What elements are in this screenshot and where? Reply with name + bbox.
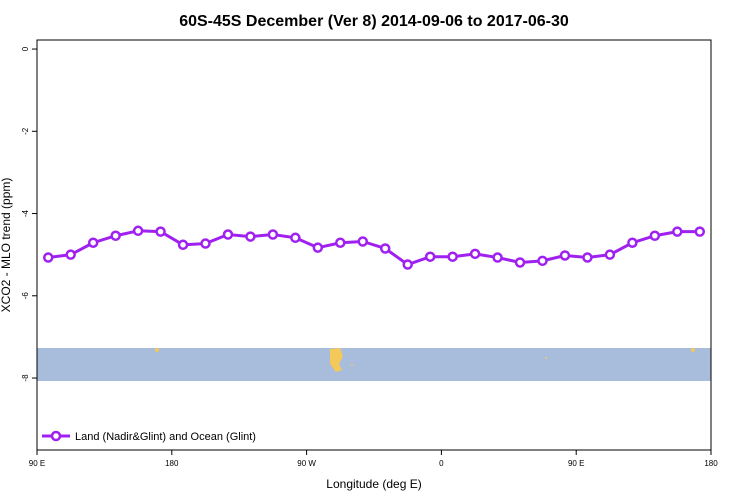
y-tick-label: -4 bbox=[21, 209, 30, 217]
data-point bbox=[132, 225, 144, 237]
data-point bbox=[424, 251, 436, 262]
land bbox=[330, 348, 343, 372]
x-tick-label: 180 bbox=[704, 459, 718, 468]
data-point bbox=[222, 229, 234, 240]
land bbox=[155, 348, 159, 352]
y-tick-label: -6 bbox=[21, 292, 30, 300]
ocean-band bbox=[37, 348, 711, 381]
data-point bbox=[65, 249, 76, 260]
x-tick-label: 90 E bbox=[29, 459, 45, 468]
data-point bbox=[177, 239, 189, 251]
land bbox=[351, 364, 353, 366]
legend-marker bbox=[50, 430, 62, 442]
data-point bbox=[245, 231, 256, 242]
data-point bbox=[447, 251, 458, 262]
chart-title: 60S-45S December (Ver 8) 2014-09-06 to 2… bbox=[179, 13, 569, 30]
x-tick-label: 0 bbox=[439, 459, 444, 468]
x-axis-label: Longitude (deg E) bbox=[326, 477, 421, 491]
map-strip bbox=[37, 348, 711, 381]
data-point bbox=[312, 242, 324, 253]
data-point bbox=[267, 229, 279, 240]
data-point bbox=[469, 248, 481, 260]
data-point bbox=[604, 249, 616, 260]
plot-frame bbox=[36, 39, 712, 451]
data-point bbox=[200, 238, 211, 249]
x-tick-label: 90 W bbox=[297, 459, 316, 468]
data-point bbox=[627, 237, 638, 248]
y-tick-label: -2 bbox=[21, 127, 30, 135]
data-point bbox=[87, 237, 99, 248]
y-tick-label: -8 bbox=[21, 374, 30, 382]
data-point bbox=[582, 252, 593, 263]
data-point bbox=[290, 232, 301, 244]
data-point bbox=[379, 243, 391, 254]
land bbox=[691, 348, 695, 352]
data-point bbox=[110, 230, 121, 241]
y-tick-label: 0 bbox=[21, 46, 30, 51]
data-point bbox=[42, 252, 54, 263]
legend-label: Land (Nadir&Glint) and Ocean (Glint) bbox=[75, 431, 256, 443]
data-point bbox=[694, 226, 706, 237]
data-point bbox=[155, 226, 166, 237]
land bbox=[545, 357, 547, 359]
data-point bbox=[492, 252, 503, 263]
data-point bbox=[649, 230, 661, 241]
data-point bbox=[357, 236, 369, 247]
series-line bbox=[48, 229, 700, 267]
data-point bbox=[402, 259, 413, 270]
x-tick-label: 180 bbox=[165, 459, 179, 468]
data-point bbox=[537, 255, 548, 267]
data-point bbox=[559, 250, 571, 261]
data-point bbox=[672, 226, 683, 237]
data-point bbox=[514, 257, 526, 268]
x-tick-label: 90 E bbox=[568, 459, 584, 468]
data-point bbox=[335, 237, 346, 248]
y-axis-label: XCO2 - MLO trend (ppm) bbox=[0, 178, 13, 313]
